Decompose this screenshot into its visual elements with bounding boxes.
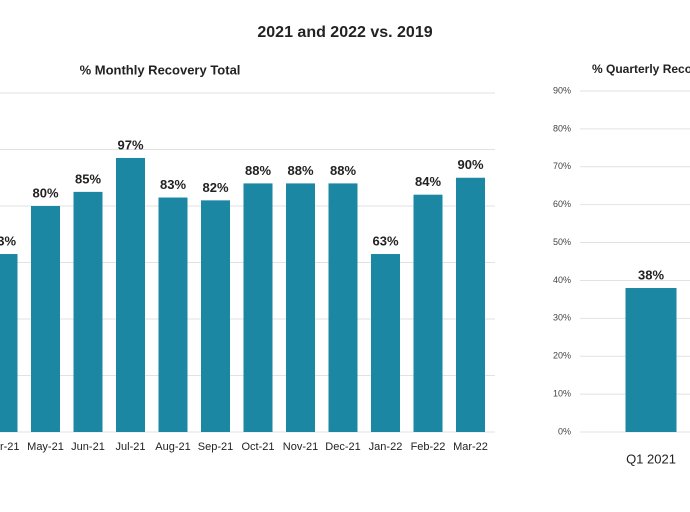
x-tick-label: Nov-21	[283, 441, 318, 453]
bar	[625, 288, 677, 432]
bar	[73, 191, 103, 432]
x-tick-label: Aug-21	[155, 441, 190, 453]
data-label: 38%	[638, 267, 664, 282]
bar	[31, 206, 60, 432]
page-title: 2021 and 2022 vs. 2019	[257, 24, 432, 41]
x-tick-label: Apr-21	[0, 441, 20, 453]
chart-title: % Monthly Recovery Total	[80, 62, 241, 77]
y-tick-label: 70%	[553, 161, 571, 171]
bar	[158, 197, 188, 432]
bar	[286, 183, 315, 432]
x-tick-label: Q1 2021	[626, 451, 676, 466]
chart-title: % Quarterly Recovery Total	[592, 62, 690, 76]
x-tick-label: May-21	[27, 441, 64, 453]
bar	[243, 183, 273, 432]
x-tick-label: Oct-21	[241, 441, 274, 453]
bar	[201, 200, 230, 432]
x-tick-label: Sep-21	[198, 441, 233, 453]
y-tick-label: 0%	[558, 426, 571, 436]
data-label: 63%	[372, 233, 398, 248]
bar	[456, 177, 485, 432]
x-tick-label: Jan-22	[369, 441, 403, 453]
y-tick-label: 60%	[553, 199, 571, 209]
data-label: 83%	[160, 177, 186, 192]
y-tick-label: 30%	[553, 313, 571, 323]
x-tick-label: Jul-21	[116, 441, 146, 453]
data-label: 85%	[75, 171, 101, 186]
data-label: 88%	[330, 163, 356, 178]
bar	[116, 157, 145, 432]
data-label: 84%	[415, 174, 441, 189]
bar	[328, 183, 358, 432]
x-tick-label: Dec-21	[325, 441, 360, 453]
data-label: 80%	[32, 185, 58, 200]
bar	[371, 254, 400, 432]
y-tick-label: 40%	[553, 275, 571, 285]
x-tick-label: Jun-21	[71, 441, 105, 453]
x-tick-label: Mar-22	[453, 441, 488, 453]
bar	[0, 254, 18, 432]
bar	[413, 194, 443, 432]
data-label: 82%	[202, 180, 228, 195]
y-tick-label: 80%	[553, 123, 571, 133]
data-label: 97%	[117, 137, 143, 152]
y-tick-label: 20%	[553, 351, 571, 361]
y-tick-label: 10%	[553, 388, 571, 398]
data-label: 88%	[287, 163, 313, 178]
x-tick-label: Feb-22	[411, 441, 446, 453]
data-label: 88%	[245, 163, 271, 178]
y-tick-label: 50%	[553, 237, 571, 247]
data-label: 90%	[457, 157, 483, 172]
data-label: 63%	[0, 233, 16, 248]
y-tick-label: 90%	[553, 85, 571, 95]
